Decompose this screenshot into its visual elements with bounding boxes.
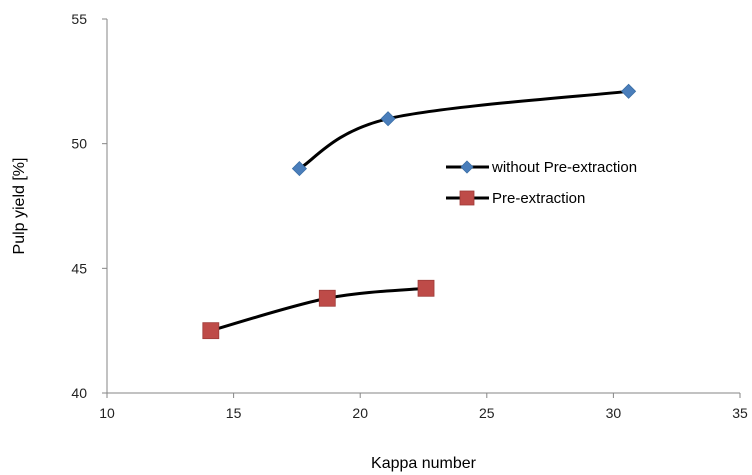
x-tick-label: 25 [479, 405, 495, 421]
square-data-point [202, 322, 220, 340]
axes: 40 45 50 55 10 15 20 25 30 35 [71, 11, 748, 421]
legend: without Pre-extraction Pre-extraction [446, 159, 637, 207]
diamond-data-point [380, 111, 396, 127]
square-data-point [318, 289, 336, 307]
y-axis-title: Pulp yield [%] [11, 158, 28, 255]
legend-square-marker [459, 190, 475, 206]
legend-diamond-marker [460, 160, 474, 174]
x-tick-label: 15 [226, 405, 242, 421]
legend-label: without Pre-extraction [491, 159, 637, 176]
series-line [298, 89, 629, 170]
y-tick-label: 45 [71, 260, 87, 276]
diamond-data-point [621, 83, 637, 99]
series-1 [202, 279, 435, 340]
diamond-data-point [291, 161, 307, 177]
y-tick-label: 40 [71, 385, 87, 401]
legend-label: Pre-extraction [492, 190, 585, 207]
series-line [210, 286, 427, 333]
x-tick-label: 30 [606, 405, 622, 421]
legend-item: without Pre-extraction [446, 159, 637, 176]
x-tick-label: 20 [352, 405, 368, 421]
series-layer [202, 83, 637, 340]
legend-item: Pre-extraction [446, 190, 585, 207]
series-0 [291, 83, 637, 177]
x-tick-label: 35 [732, 405, 748, 421]
y-tick-label: 55 [71, 11, 87, 27]
y-tick-label: 50 [71, 136, 87, 152]
square-data-point [417, 279, 435, 297]
x-axis-title: Kappa number [371, 455, 477, 472]
x-tick-label: 10 [99, 405, 115, 421]
